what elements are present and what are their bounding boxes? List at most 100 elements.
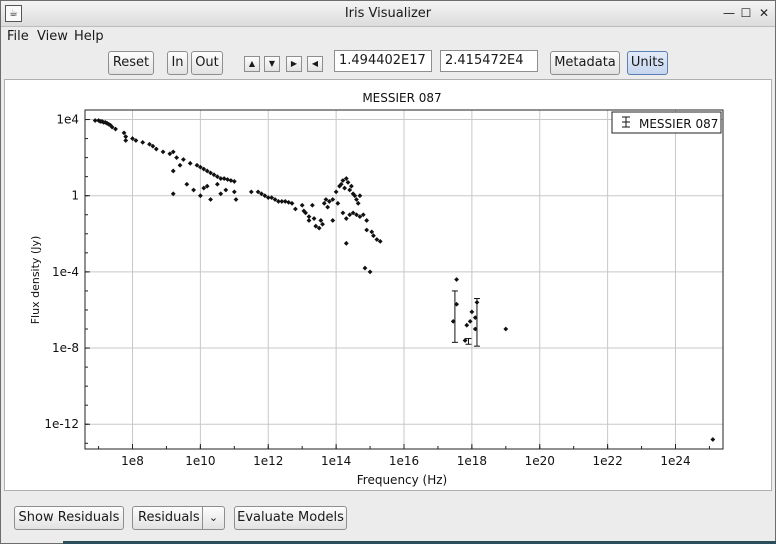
data-point xyxy=(259,191,264,197)
data-point xyxy=(362,265,368,271)
data-point xyxy=(464,322,470,328)
data-point xyxy=(338,181,344,187)
pan-down-button[interactable]: ▼ xyxy=(264,56,280,72)
data-point xyxy=(231,179,237,184)
data-point xyxy=(130,136,135,141)
pan-left-button[interactable]: ◀ xyxy=(307,56,323,72)
data-point xyxy=(306,218,312,223)
legend-label: MESSIER 087 xyxy=(639,117,718,131)
pan-right-button[interactable]: ▶ xyxy=(286,56,302,72)
data-point xyxy=(204,183,210,189)
units-button[interactable]: Units xyxy=(627,51,668,75)
data-point xyxy=(321,200,327,206)
menu-view[interactable]: View xyxy=(37,29,68,44)
data-point xyxy=(197,164,203,170)
data-point xyxy=(187,160,193,166)
data-point xyxy=(377,239,383,244)
menu-help[interactable]: Help xyxy=(74,29,104,44)
window-title: Iris Visualizer xyxy=(344,6,432,21)
data-point xyxy=(330,197,336,202)
toolbar: Reset In Out ▲ ▼ ▶ ◀ 1.494402E17 2.41547… xyxy=(1,47,775,79)
pan-up-button[interactable]: ▲ xyxy=(244,56,260,72)
x-coordinate-field[interactable]: 1.494402E17 xyxy=(334,50,432,72)
app-icon: ☕ xyxy=(5,5,22,22)
data-point xyxy=(454,277,460,282)
data-point xyxy=(311,216,317,221)
data-point xyxy=(313,223,319,229)
data-point xyxy=(233,197,239,202)
y-axis-label: Flux density (Jy) xyxy=(29,236,42,325)
data-point xyxy=(340,178,346,183)
data-point xyxy=(343,176,349,181)
x-axis-label: Frequency (Hz) xyxy=(357,473,448,487)
data-points xyxy=(92,118,716,442)
data-point xyxy=(248,189,254,195)
residuals-dropdown[interactable]: Residuals ⌄ xyxy=(132,506,225,530)
data-point xyxy=(223,187,229,193)
data-point xyxy=(360,212,366,218)
data-point xyxy=(211,172,217,178)
sed-plot[interactable]: MESSIER 087 1e8 1e10 1e12 1e14 1e16 1e18 1e20 1… xyxy=(5,80,771,490)
plot-panel[interactable]: MESSIER 087 1e8 1e10 1e12 1e14 1e16 1e18 1e20 1… xyxy=(4,79,772,491)
title-bar[interactable]: ☕ Iris Visualizer — ☐ ✕ xyxy=(1,1,775,27)
data-point xyxy=(289,200,295,206)
maximize-button[interactable]: ☐ xyxy=(740,6,752,20)
residuals-dropdown-value: Residuals xyxy=(138,510,200,525)
evaluate-models-button[interactable]: Evaluate Models xyxy=(234,506,347,530)
data-point xyxy=(108,122,113,128)
error-bar xyxy=(473,298,480,347)
zoom-in-button[interactable]: In xyxy=(167,51,188,75)
x-tick-label: 1e14 xyxy=(321,454,351,468)
data-point xyxy=(147,141,152,147)
chevron-down-icon[interactable]: ⌄ xyxy=(202,507,224,529)
data-point xyxy=(318,218,324,223)
data-point xyxy=(269,195,275,201)
data-point xyxy=(231,189,237,195)
data-point xyxy=(102,119,108,125)
chart-title: MESSIER 087 xyxy=(362,91,441,105)
data-point xyxy=(140,139,146,145)
data-point xyxy=(364,227,370,233)
data-point xyxy=(255,189,261,195)
y-coordinate-field[interactable]: 2.415472E4 xyxy=(440,50,538,72)
taskbar-edge xyxy=(63,541,776,544)
data-point xyxy=(335,200,341,206)
data-point xyxy=(350,210,356,216)
grid-lines xyxy=(85,110,723,449)
x-tick-label: 1e22 xyxy=(592,454,622,468)
data-point xyxy=(345,179,351,185)
y-tick-label: 1e-8 xyxy=(52,341,79,355)
data-point xyxy=(228,178,234,183)
menu-file[interactable]: File xyxy=(7,29,29,44)
data-point xyxy=(309,202,315,208)
data-point xyxy=(174,155,180,161)
data-point xyxy=(167,151,173,157)
data-point xyxy=(214,181,220,187)
axes: 1e8 1e10 1e12 1e14 1e16 1e18 1e20 1e22 1e24 1e4 1 1… xyxy=(44,113,710,468)
data-point xyxy=(710,437,716,442)
data-point xyxy=(472,315,478,320)
close-button[interactable]: ✕ xyxy=(758,6,770,20)
data-point xyxy=(347,212,353,218)
data-point xyxy=(467,318,473,324)
data-point xyxy=(354,212,359,218)
reset-button[interactable]: Reset xyxy=(108,51,154,75)
minimize-button[interactable]: — xyxy=(723,6,735,20)
legend-box xyxy=(611,111,722,134)
data-point xyxy=(197,193,203,199)
data-point xyxy=(208,197,213,202)
data-point xyxy=(367,269,373,275)
data-point xyxy=(330,218,336,223)
data-point xyxy=(347,187,353,193)
data-point xyxy=(350,191,356,197)
show-residuals-button[interactable]: Show Residuals xyxy=(14,506,124,530)
metadata-button[interactable]: Metadata xyxy=(550,51,620,75)
data-point xyxy=(106,121,112,127)
y-tick-label: 1 xyxy=(71,189,79,203)
zoom-out-button[interactable]: Out xyxy=(191,51,223,75)
data-point xyxy=(262,193,268,199)
data-point xyxy=(340,210,346,216)
data-point xyxy=(333,189,339,195)
y-tick-label: 1e-12 xyxy=(44,417,79,431)
